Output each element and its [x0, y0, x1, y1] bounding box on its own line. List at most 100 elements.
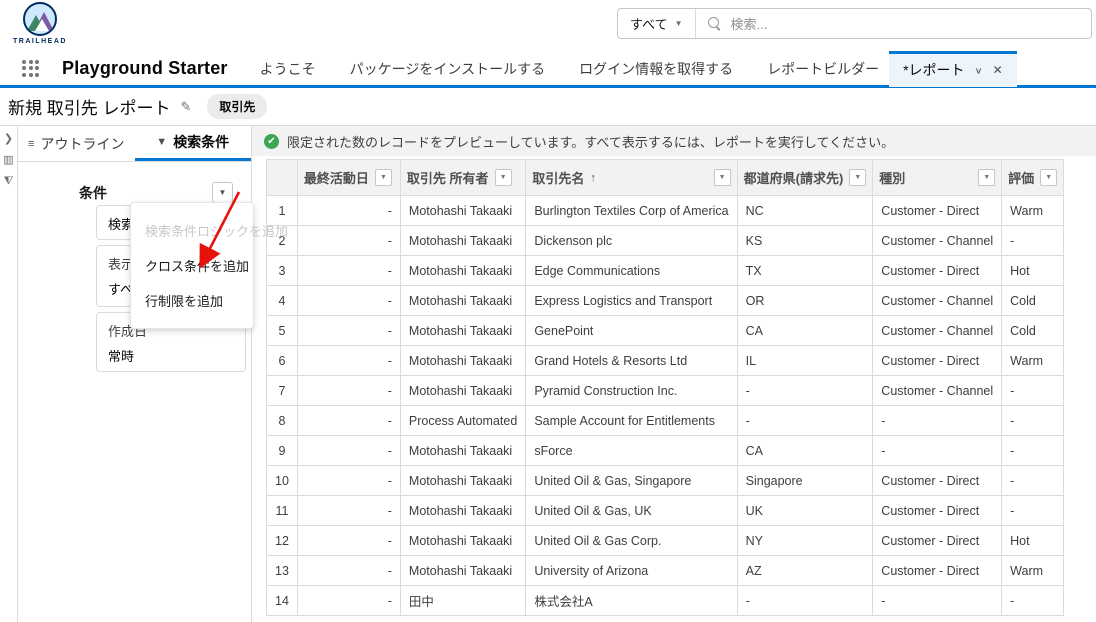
row-number: 5 [266, 315, 298, 346]
conditions-menu-button[interactable]: ▼ [212, 182, 233, 203]
column-header[interactable]: 評価 ▼ [1001, 159, 1065, 196]
edit-pencil-icon[interactable]: ✎ [180, 98, 192, 114]
row-number: 13 [266, 555, 298, 586]
chevron-right-icon[interactable]: ❯ [3, 133, 14, 145]
panel-tab-filters[interactable]: ▼ 検索条件 [134, 126, 251, 161]
chevron-down-icon[interactable]: ∨ [974, 65, 983, 76]
filters-panel: ≡アウトライン▼検索条件 条件 ▼ 検索条件 表示 すべての 作成日 常時 検索… [18, 126, 289, 622]
table-cell: University of Arizona [525, 555, 738, 586]
row-number: 6 [266, 345, 298, 376]
table-cell: Customer - Channel [872, 375, 1003, 406]
conditions-dropdown-menu: 検索条件ロジックを追加 クロス条件を追加 行制限を追加 [130, 202, 289, 329]
columns-icon[interactable]: ▥ [3, 154, 14, 166]
table-cell: Warm [1001, 195, 1065, 226]
table-cell: - [296, 255, 401, 286]
filter-strip-icon[interactable]: ⧨ [3, 175, 14, 187]
report-type-badge: 取引先 [207, 94, 268, 119]
column-header[interactable]: 取引先 所有者 ▼ [399, 159, 527, 196]
column-menu-button[interactable]: ▼ [978, 169, 996, 186]
table-cell: Motohashi Takaaki [399, 225, 527, 256]
report-preview-table: 最終活動日 ▼ 取引先 所有者 ▼ 取引先名 ↑ ▼ 都道府県(請求先) ▼ 種別 ▼ 評価 ▼ 1- Mo… [266, 159, 1065, 616]
row-number: 7 [266, 375, 298, 406]
table-cell: TX [736, 255, 874, 286]
row-number: 14 [266, 585, 298, 616]
nav-link[interactable]: パッケージをインストールする [349, 60, 546, 77]
table-row: 2- Motohashi Takaaki Dickenson plc KS Custom… [266, 225, 1065, 256]
conditions-heading: 条件 [79, 184, 107, 201]
table-cell: - [296, 525, 401, 556]
column-header[interactable]: 最終活動日 ▼ [296, 159, 401, 196]
table-cell: Hot [1001, 255, 1065, 286]
table-cell: Customer - Direct [872, 465, 1003, 496]
table-cell: Customer - Direct [872, 555, 1003, 586]
column-menu-button[interactable]: ▼ [374, 169, 392, 186]
table-row: 10- Motohashi Takaaki United Oil & Gas, Si… [266, 465, 1065, 496]
close-icon[interactable]: ✕ [992, 63, 1003, 77]
table-cell: - [296, 225, 401, 256]
table-cell: - [296, 375, 401, 406]
table-row: 7- Motohashi Takaaki Pyramid Construction … [266, 375, 1065, 406]
column-header-label: 都道府県(請求先) [743, 171, 844, 186]
list-icon: ≡ [28, 137, 35, 150]
column-menu-button[interactable]: ▼ [1040, 169, 1058, 186]
table-cell: Motohashi Takaaki [399, 495, 527, 526]
search-input[interactable]: 検索... [696, 14, 1092, 33]
table-cell: Motohashi Takaaki [399, 315, 527, 346]
table-cell: CA [736, 435, 874, 466]
table-cell: Customer - Direct [872, 255, 1003, 286]
nav-link[interactable]: ようこそ [259, 60, 316, 77]
filter-card-label: 表示 [108, 257, 135, 272]
table-cell: United Oil & Gas, UK [525, 495, 738, 526]
table-cell: sForce [525, 435, 738, 466]
sort-ascending-icon: ↑ [590, 171, 596, 184]
table-cell: - [296, 195, 401, 226]
table-cell: Dickenson plc [525, 225, 738, 256]
row-number: 10 [266, 465, 298, 496]
table-cell: Customer - Direct [872, 495, 1003, 526]
row-number: 3 [266, 255, 298, 286]
search-scope-dropdown[interactable]: すべて ▼ [618, 9, 696, 38]
column-menu-button[interactable]: ▼ [713, 169, 731, 186]
table-row: 13- Motohashi Takaaki University of Arizon… [266, 555, 1065, 586]
nav-link[interactable]: レポートビルダー [767, 60, 880, 77]
nav-link[interactable]: ログイン情報を取得する [579, 60, 734, 77]
table-cell: Express Logistics and Transport [525, 285, 738, 316]
row-number: 1 [266, 195, 298, 226]
table-cell: 株式会社A [525, 585, 738, 616]
tab-report-label: *レポート [903, 62, 965, 78]
column-header[interactable]: 都道府県(請求先) ▼ [736, 159, 874, 196]
table-cell: GenePoint [525, 315, 738, 346]
table-cell: - [296, 345, 401, 376]
row-number: 4 [266, 285, 298, 316]
table-cell: NC [736, 195, 874, 226]
table-cell: UK [736, 495, 874, 526]
table-cell: CA [736, 315, 874, 346]
filter-icon: ▼ [156, 136, 168, 148]
menu-item[interactable]: 行制限を追加 [145, 294, 224, 309]
table-cell: Customer - Channel [872, 285, 1003, 316]
table-row: 5- Motohashi Takaaki GenePoint CA Customer -… [266, 315, 1065, 346]
table-row: 4- Motohashi Takaaki Express Logistics and… [266, 285, 1065, 316]
tab-report-active[interactable]: *レポート ∨ ✕ [889, 50, 1017, 87]
table-cell: Motohashi Takaaki [399, 345, 527, 376]
table-cell: 田中 [399, 585, 527, 616]
table-cell: - [296, 465, 401, 496]
column-header-label: 取引先 所有者 [406, 171, 489, 186]
row-number: 9 [266, 435, 298, 466]
report-title-bar: 新規 取引先 レポート ✎ 取引先 [0, 88, 1096, 126]
table-cell: Motohashi Takaaki [399, 465, 527, 496]
column-menu-button[interactable]: ▼ [494, 169, 512, 186]
menu-item[interactable]: クロス条件を追加 [145, 259, 250, 274]
global-search: すべて ▼ 検索... [617, 8, 1092, 39]
menu-item: 検索条件ロジックを追加 [145, 224, 289, 239]
column-header-label: 種別 [879, 171, 906, 186]
column-header[interactable]: 種別 ▼ [872, 159, 1003, 196]
column-header[interactable]: 取引先名 ↑ ▼ [525, 159, 738, 196]
panel-tab-outline[interactable]: ≡ アウトライン [28, 135, 125, 152]
column-menu-button[interactable]: ▼ [849, 169, 867, 186]
row-number: 12 [266, 525, 298, 556]
page-title: 新規 取引先 レポート [8, 99, 171, 118]
table-cell: Customer - Direct [872, 195, 1003, 226]
app-launcher-icon[interactable] [22, 59, 40, 78]
table-row: 11- Motohashi Takaaki United Oil & Gas, UK… [266, 495, 1065, 526]
